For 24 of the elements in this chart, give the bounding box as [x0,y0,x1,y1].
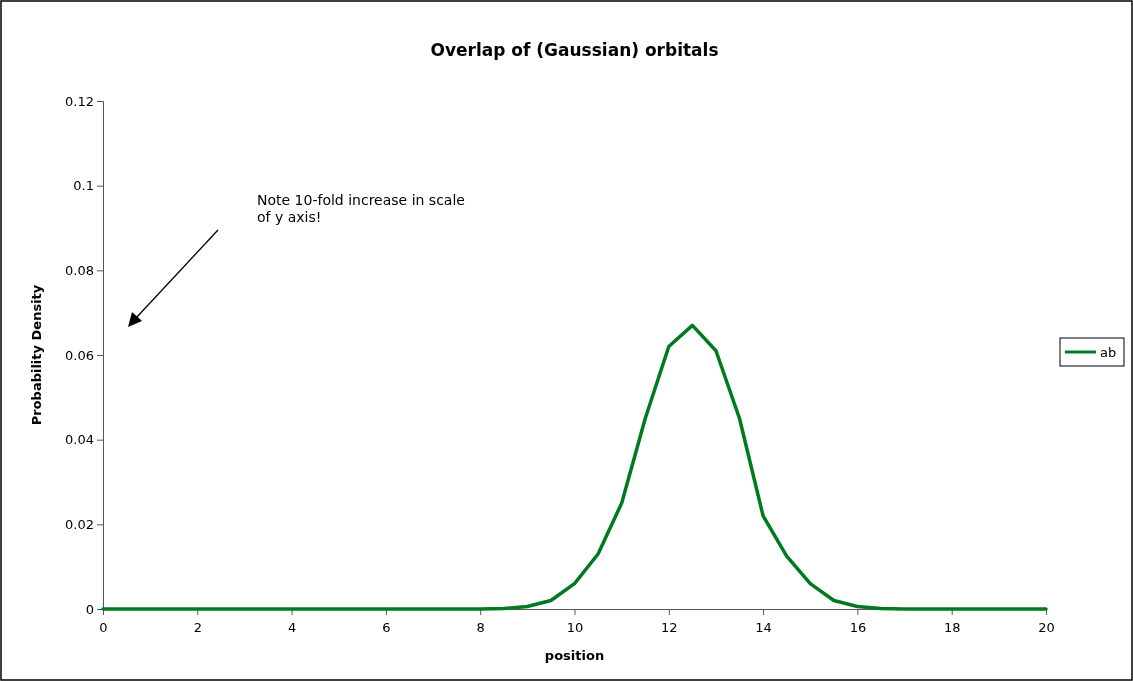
x-tick-label: 2 [193,620,202,636]
y-tick-label: 0 [85,601,94,617]
x-tick-label: 16 [849,620,867,636]
x-tick-label: 18 [943,620,961,636]
x-tick-label: 0 [99,620,108,636]
y-tick-label: 0.08 [65,262,94,278]
x-tick-label: 20 [1038,620,1055,636]
x-tick-label: 12 [661,620,678,636]
line-series [101,323,1048,611]
x-axis-title: position [544,648,605,663]
chart-title: Overlap of (Gaussian) orbitals [430,40,719,60]
x-tick-label: 4 [287,620,297,636]
y-tick-label: 0.04 [65,432,94,448]
x-tick-label: 14 [755,620,772,636]
y-tick-label: 0.12 [65,93,94,109]
x-tick-label: 10 [566,620,584,636]
y-tick-label: 0.02 [65,516,94,532]
x-tick-label: 6 [382,620,391,636]
y-tick-label: 0.1 [73,178,94,194]
y-axis-title: Probability Density [29,284,44,426]
x-tick-label: 8 [476,620,485,636]
y-tick-label: 0.06 [65,347,94,363]
annotation: Note 10-fold increase in scale of y axis! [257,192,465,225]
legend-label: ab [1100,345,1117,360]
